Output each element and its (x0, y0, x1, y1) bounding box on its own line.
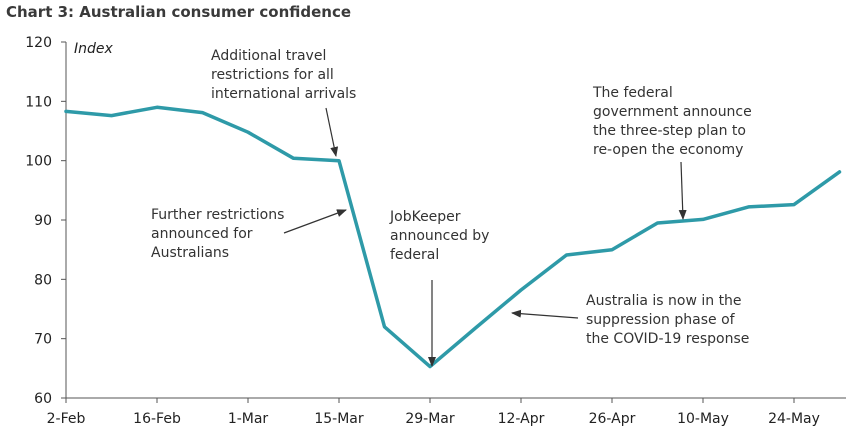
x-tick-label: 26-Apr (589, 411, 636, 427)
annotation-line: the three-step plan to (593, 123, 746, 139)
x-tick-label: 2-Feb (47, 411, 86, 427)
annotation-line: restrictions for all (211, 67, 334, 83)
x-tick-label: 29-Mar (405, 411, 455, 427)
annotation-line: Australians (151, 245, 229, 261)
y-tick-label: 80 (34, 272, 52, 288)
annotation-line: announced by (390, 228, 489, 244)
x-tick-label: 10-May (677, 411, 729, 427)
y-axis-label: Index (74, 41, 114, 57)
annotation-arrow (283, 209, 347, 234)
annotation-line: The federal (592, 85, 673, 101)
axes: 60 70 80 90 100 110 120 2-Feb 16-Feb 1-Mar 15-Mar 2… (25, 35, 846, 427)
annotation-line: the COVID-19 response (586, 331, 749, 347)
y-tick-label: 100 (25, 154, 52, 170)
annotation-line: Additional travel (211, 48, 326, 64)
annotation-text: Australia is now in the suppression phase… (586, 293, 749, 347)
annotation-line: Further restrictions (151, 207, 284, 223)
x-tick-label: 15-Mar (314, 411, 364, 427)
annotation-text: The federal government announce the three-… (592, 85, 752, 158)
annotation-line: suppression phase of (586, 312, 736, 328)
y-tick-label: 70 (34, 332, 52, 348)
annotations-layer: Additional travel restrictions for all int… (151, 48, 752, 367)
x-tick-label: 12-Apr (498, 411, 545, 427)
annotation-arrow (678, 161, 687, 220)
x-tick-label: 1-Mar (228, 411, 269, 427)
annotation-line: federal (390, 247, 439, 263)
annotation-line: international arrivals (211, 86, 356, 102)
annotation-text: JobKeeper announced by federal (389, 209, 489, 263)
annotation-arrow (511, 309, 579, 319)
series-layer (64, 105, 842, 369)
annotation-line: government announce (593, 104, 752, 120)
annotation-text: Additional travel restrictions for all int… (211, 48, 356, 102)
annotation-line: announced for (151, 226, 253, 242)
annotation-line: Australia is now in the (586, 293, 742, 309)
series-line (64, 105, 842, 369)
y-tick-label: 60 (34, 391, 52, 407)
chart-title: Chart 3: Australian consumer confidence (6, 3, 352, 21)
y-tick-label: 110 (25, 94, 52, 110)
annotation-text: Further restrictions announced for Austral… (151, 207, 284, 261)
x-tick-label: 16-Feb (133, 411, 181, 427)
annotation-line: JobKeeper (389, 209, 461, 225)
annotation-arrow (325, 107, 339, 157)
x-tick-label: 24-May (768, 411, 820, 427)
y-tick-label: 120 (25, 35, 52, 51)
annotation-line: re-open the economy (593, 142, 743, 158)
y-tick-label: 90 (34, 213, 52, 229)
